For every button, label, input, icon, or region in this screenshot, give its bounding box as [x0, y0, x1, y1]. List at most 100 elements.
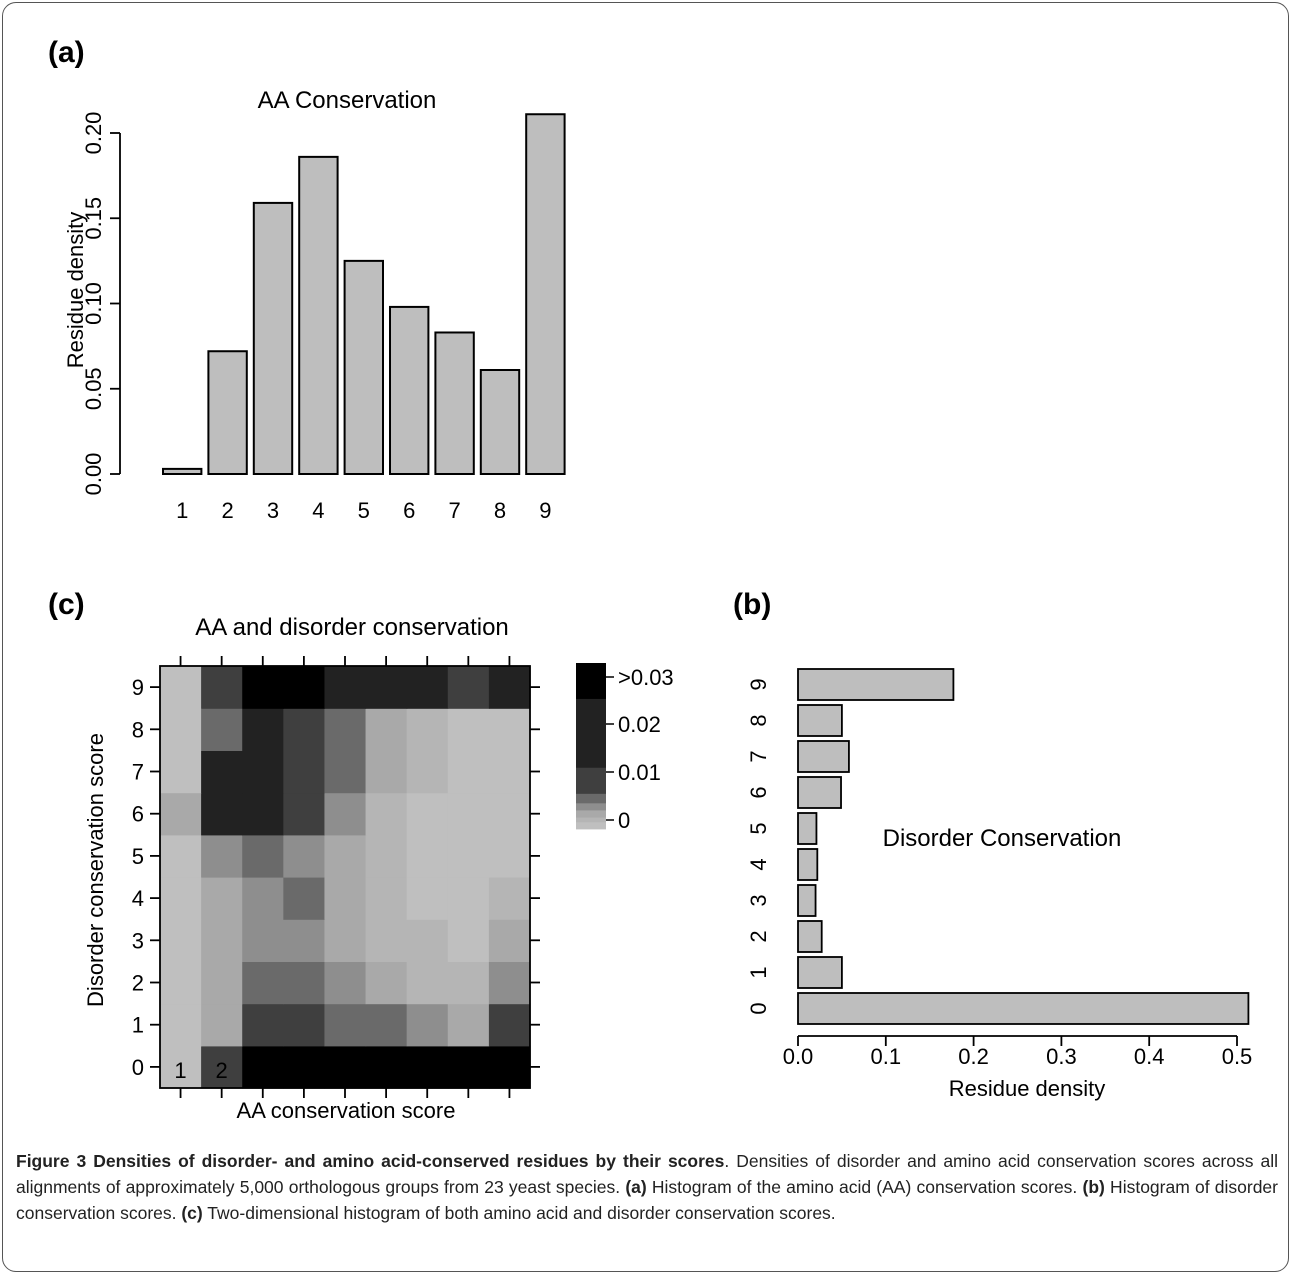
y-tick-label-5: 5	[132, 844, 144, 869]
x-tick-label-7: 7	[421, 1058, 433, 1083]
heatmap-cell-x9-y1	[488, 1003, 531, 1047]
heatmap-cell-x2-y9	[201, 666, 243, 709]
panel-a-label: (a)	[48, 36, 85, 69]
x-tick-label-8: 8	[494, 498, 506, 523]
heatmap-cell-x8-y4	[447, 877, 490, 920]
panel-a: (a) AA Conservation Residue density 0.00…	[48, 36, 566, 523]
bar-aa-1	[162, 467, 203, 476]
heatmap-cell-x9-y2	[488, 961, 531, 1005]
heatmap-cell-x6-y1	[365, 1003, 408, 1047]
heatmap-cell-x2-y0	[201, 1045, 243, 1089]
y-tick-label-0.20: 0.20	[81, 112, 106, 155]
y-tick-label-1: 1	[132, 1013, 144, 1038]
heatmap-cell-x1-y9	[160, 666, 202, 709]
heatmap-cell-x3-y0	[242, 1045, 284, 1089]
panel-b: (b) Disorder Conservation Residue densit…	[733, 588, 1252, 1101]
heatmap-cell-x3-y6	[242, 792, 284, 836]
heatmap-cell-x5-y1	[324, 1003, 367, 1047]
heatmap-cell-x1-y2	[160, 961, 202, 1005]
heatmap-cell-x5-y3	[324, 919, 367, 962]
x-tick-label-1: 1	[176, 498, 188, 523]
bar-disorder-8	[797, 704, 843, 737]
bar-aa-8	[479, 368, 521, 475]
heatmap-cell-x7-y7	[406, 750, 449, 794]
heatmap-cell-x4-y6	[283, 792, 326, 836]
heatmap-cell-x3-y7	[242, 750, 284, 794]
panel-c-color-legend: >0.03 0.02 0.01 0	[576, 663, 674, 833]
heatmap-cell-x3-y4	[242, 877, 284, 920]
panel-b-x-axis: 0.0 0.1 0.2 0.3 0.4 0.5	[783, 1035, 1252, 1069]
y-tick-label-2: 2	[746, 930, 771, 942]
bar-aa-4	[298, 155, 339, 475]
heatmap-cell-x7-y0	[406, 1045, 449, 1089]
heatmap-cell-x9-y8	[488, 708, 531, 751]
y-tick-label-7: 7	[746, 750, 771, 762]
heatmap-cell-x9-y3	[488, 919, 531, 962]
y-tick-label-9: 9	[746, 678, 771, 690]
panel-a-title: AA Conservation	[258, 87, 437, 114]
heatmap-cell-x8-y5	[447, 834, 490, 878]
heatmap-cell-x5-y6	[324, 792, 367, 836]
heatmap-cell-x6-y4	[365, 877, 408, 920]
heatmap-cell-x8-y0	[447, 1045, 490, 1089]
heatmap-cell-x7-y1	[406, 1003, 449, 1047]
heatmap-cell-x2-y1	[201, 1003, 243, 1047]
legend-label-0: >0.03	[618, 665, 674, 690]
bar-disorder-7	[797, 740, 850, 773]
heatmap-cell-x8-y6	[447, 792, 490, 836]
heatmap-cell-x4-y9	[283, 666, 326, 709]
y-tick-label-6: 6	[746, 786, 771, 798]
heatmap-cell-x6-y5	[365, 834, 408, 878]
bar-aa-3	[252, 201, 294, 475]
panel-b-label: (b)	[733, 588, 771, 621]
x-tick-label-3: 3	[267, 498, 279, 523]
heatmap-cell-x4-y8	[283, 708, 326, 751]
x-tick-label-4: 4	[312, 498, 324, 523]
heatmap-cell-x5-y0	[324, 1045, 367, 1089]
heatmap-cell-x1-y5	[160, 834, 202, 878]
panel-a-y-axis: 0.00 0.05 0.10 0.15 0.20	[81, 112, 121, 495]
y-tick-label-6: 6	[132, 802, 144, 827]
legend-swatch-3	[576, 802, 606, 811]
x-tick-label-8: 8	[462, 1058, 474, 1083]
bar-disorder-0	[797, 992, 1250, 1025]
heatmap-cell-x5-y8	[324, 708, 367, 751]
y-tick-label-0.05: 0.05	[81, 367, 106, 410]
panel-a-ylabel: Residue density	[63, 212, 88, 369]
panel-c-axes: 1 2 3 4 5 6 7 8 9 0 1 2 3 4 5 6 7 8 9	[132, 656, 540, 1098]
heatmap-cell-x4-y5	[283, 834, 326, 878]
heatmap-cell-x5-y2	[324, 961, 367, 1005]
legend-swatch-7	[576, 663, 606, 699]
x-tick-label-4: 4	[298, 1058, 310, 1083]
heatmap-cell-x6-y9	[365, 666, 408, 709]
x-tick-label-7: 7	[448, 498, 460, 523]
x-tick-label-5: 5	[339, 1058, 351, 1083]
x-tick-label-1: 1	[174, 1058, 186, 1083]
bar-disorder-4	[797, 848, 819, 881]
bar-disorder-2	[797, 920, 823, 953]
heatmap-cell-x6-y6	[365, 792, 408, 836]
x-tick-label-0.2: 0.2	[958, 1044, 989, 1069]
x-tick-label-0.0: 0.0	[783, 1044, 814, 1069]
x-tick-label-2: 2	[216, 1058, 228, 1083]
caption-a-label: (a)	[625, 1177, 647, 1197]
heatmap-cell-x7-y3	[406, 919, 449, 962]
x-tick-label-6: 6	[403, 498, 415, 523]
bar-aa-7	[434, 331, 475, 475]
y-tick-label-7: 7	[132, 760, 144, 785]
legend-label-1: 0.02	[618, 712, 661, 737]
caption-b-text: Histogram of disorder conservation score…	[16, 1177, 1278, 1223]
panel-c: (c) AA and disorder conservation Disorde…	[48, 588, 674, 1123]
legend-swatch-1	[576, 817, 606, 823]
heatmap-cell-x7-y4	[406, 877, 449, 920]
heatmap-cell-x8-y9	[447, 666, 490, 709]
bar-aa-2	[207, 350, 248, 475]
figure-canvas: (a) AA Conservation Residue density 0.00…	[48, 36, 1252, 1123]
caption-intro: . Densities of disorder and amino acid c…	[16, 1151, 1278, 1197]
heatmap-cell-x4-y2	[283, 961, 326, 1005]
x-tick-label-9: 9	[539, 498, 551, 523]
panel-b-title: Disorder Conservation	[883, 825, 1122, 852]
panel-c-ylabel: Disorder conservation score	[83, 733, 108, 1007]
panel-c-label: (c)	[48, 588, 85, 621]
x-tick-label-0.1: 0.1	[871, 1044, 902, 1069]
